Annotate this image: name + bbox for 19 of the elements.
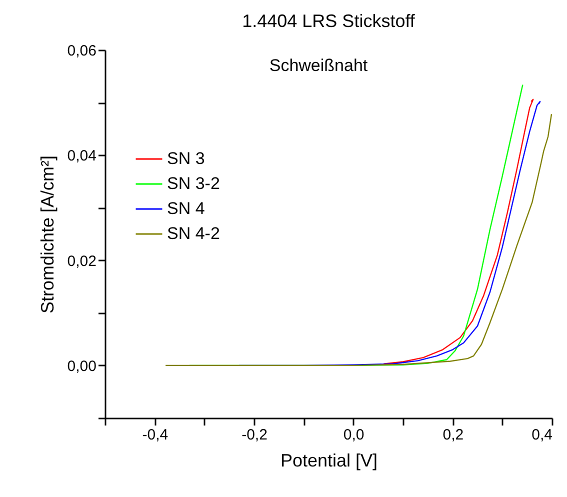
- y-axis-title: Stromdichte [A/cm²]: [37, 155, 58, 314]
- annotation: Schweißnaht: [269, 56, 368, 75]
- y-tick-label: 0,02: [67, 252, 96, 270]
- x-tick-label: -0,2: [242, 426, 268, 444]
- legend-label: SN 3: [167, 149, 205, 168]
- x-tick-label: 0,0: [343, 426, 364, 444]
- legend-label: SN 4-2: [167, 224, 220, 243]
- x-tick-label: 0,2: [442, 426, 464, 444]
- legend-label: SN 3-2: [167, 174, 220, 193]
- x-tick-label: 0,4: [532, 426, 552, 444]
- line-series: [383, 98, 534, 364]
- x-axis-title: Potential [V]: [280, 450, 378, 470]
- x-tick-label: -0,4: [142, 426, 168, 444]
- chart-title: 1.4404 LRS Stickstoff: [242, 11, 416, 31]
- y-tick-label: 0,06: [67, 42, 96, 60]
- y-tick-label: 0,04: [67, 148, 96, 165]
- legend-label: SN 4: [167, 199, 205, 218]
- line-series: [164, 114, 552, 366]
- y-tick-label: 0,00: [67, 358, 96, 375]
